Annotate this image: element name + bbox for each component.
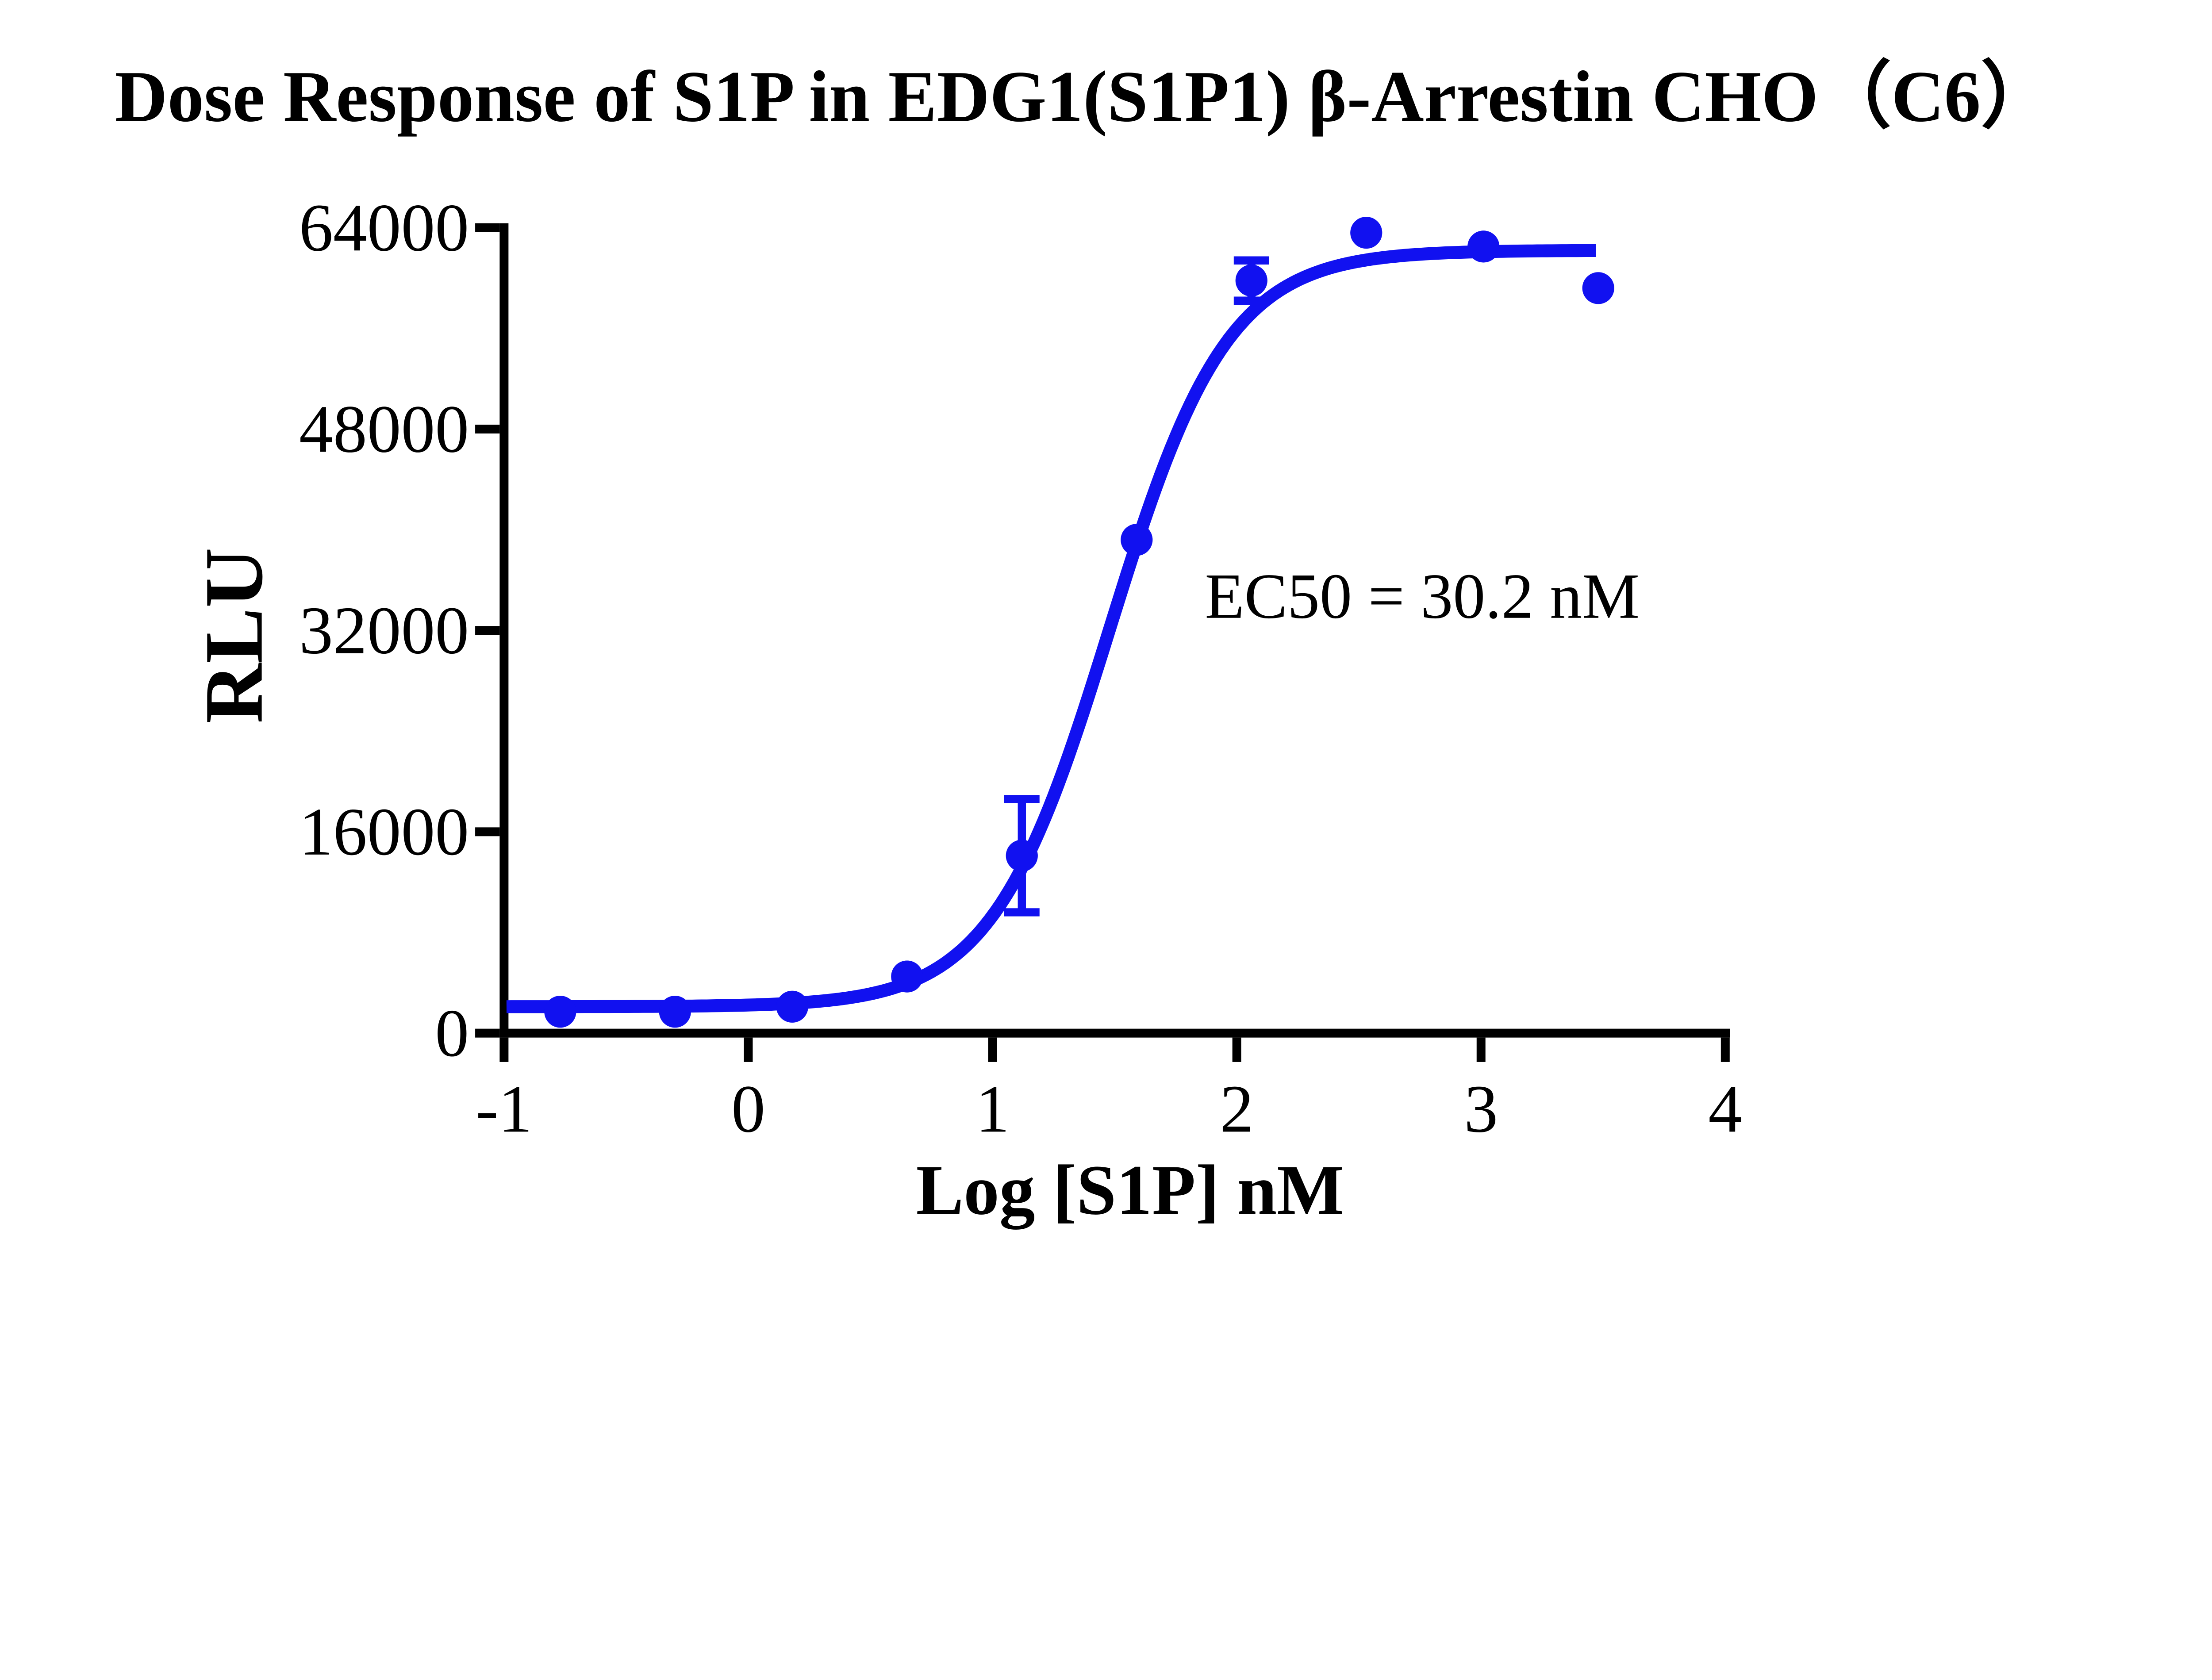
x-axis-title: Log [S1P] nM [916, 1150, 1344, 1230]
data-point [544, 996, 576, 1028]
x-tick-label: 4 [1708, 1071, 1742, 1147]
y-tick-label: 0 [435, 996, 469, 1071]
ec50-annotation: EC50 = 30.2 nM [1205, 560, 1640, 632]
data-point [1121, 524, 1153, 556]
data-points [544, 217, 1614, 1028]
x-axis-ticks: -1 0 1 2 3 4 [476, 1037, 1742, 1147]
chart-title: Dose Response of S1P in EDG1(S1P1) β-Arr… [115, 56, 2054, 137]
data-point [1467, 230, 1500, 263]
x-tick-label: 1 [975, 1071, 1010, 1147]
data-point [659, 996, 691, 1028]
dose-response-figure: Dose Response of S1P in EDG1(S1P1) β-Arr… [115, 56, 2054, 1230]
x-tick-label: -1 [476, 1071, 532, 1147]
dose-response-chart: Dose Response of S1P in EDG1(S1P1) β-Arr… [115, 56, 2054, 1230]
y-tick-label: 16000 [299, 794, 469, 870]
x-tick-label: 2 [1220, 1071, 1254, 1147]
y-tick-label: 32000 [299, 593, 469, 668]
y-tick-label: 64000 [299, 190, 469, 265]
axes [499, 223, 1730, 1038]
data-point [891, 960, 923, 993]
x-tick-label: 0 [731, 1071, 765, 1147]
data-point [776, 990, 808, 1023]
x-tick-label: 3 [1464, 1071, 1498, 1147]
data-point [1582, 272, 1614, 304]
y-axis-title: RLU [188, 548, 280, 723]
data-point [1006, 840, 1038, 872]
y-tick-label: 48000 [299, 391, 469, 467]
data-point [1350, 217, 1382, 249]
y-axis-ticks: 0 16000 32000 48000 64000 [299, 190, 500, 1071]
data-point [1235, 265, 1267, 297]
